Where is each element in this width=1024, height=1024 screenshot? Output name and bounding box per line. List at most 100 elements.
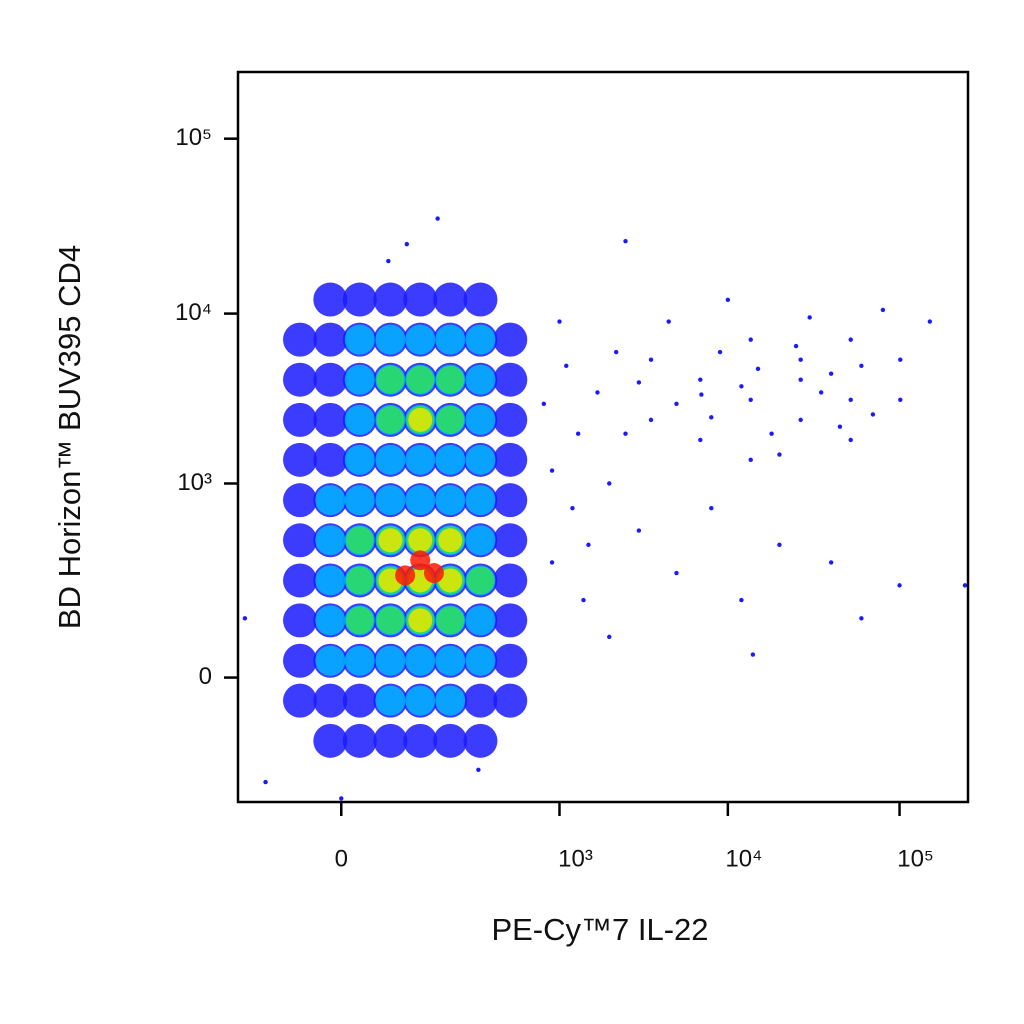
data-point: [493, 563, 528, 598]
y-tick-label: 0: [199, 663, 212, 690]
data-point: [798, 417, 803, 423]
data-point: [435, 685, 466, 716]
data-point: [623, 431, 628, 436]
data-point: [493, 523, 528, 558]
data-point: [880, 307, 886, 313]
data-point: [344, 645, 375, 676]
data-point: [435, 324, 466, 355]
data-point: [777, 542, 782, 548]
data-point: [263, 779, 268, 785]
data-point: [344, 485, 375, 516]
data-point: [406, 365, 435, 394]
data-point: [438, 528, 463, 553]
data-point: [283, 643, 318, 678]
data-point: [613, 349, 619, 355]
y-tick-label: 10⁵: [175, 124, 212, 151]
data-point: [709, 415, 714, 420]
data-point: [493, 683, 528, 718]
data-point: [313, 723, 348, 758]
data-point: [345, 606, 374, 635]
data-point: [607, 481, 612, 486]
data-point: [493, 402, 528, 437]
data-point: [283, 683, 318, 718]
data-point: [648, 417, 654, 423]
x-tick-label: 0: [335, 845, 348, 872]
data-point: [465, 404, 496, 435]
data-point: [739, 384, 744, 389]
data-point: [549, 560, 555, 565]
data-point: [870, 412, 876, 417]
data-point: [575, 431, 581, 436]
data-point: [404, 241, 410, 247]
data-point: [898, 357, 903, 362]
data-point: [709, 505, 714, 511]
data-point: [345, 526, 374, 555]
data-point: [345, 566, 374, 595]
data-point: [342, 683, 377, 718]
data-point: [927, 319, 933, 324]
data-point: [315, 605, 346, 636]
data-point: [408, 407, 433, 432]
data-point: [748, 457, 753, 463]
data-point: [436, 405, 465, 434]
data-point: [373, 723, 408, 758]
data-point: [405, 685, 436, 716]
plot-area: [242, 216, 968, 801]
data-point: [315, 645, 346, 676]
data-point: [463, 282, 498, 317]
data-point: [375, 485, 406, 516]
data-point: [623, 238, 628, 244]
data-point: [435, 485, 466, 516]
data-point: [607, 634, 612, 640]
data-point: [438, 568, 463, 593]
data-point: [493, 483, 528, 518]
data-point: [408, 528, 433, 553]
data-point: [793, 343, 799, 349]
data-point: [283, 322, 318, 357]
data-point: [283, 402, 318, 437]
data-point: [828, 371, 834, 376]
data-point: [283, 603, 318, 638]
data-point: [465, 444, 496, 475]
data-point: [376, 405, 405, 434]
data-point: [674, 570, 679, 576]
data-point: [717, 349, 723, 355]
data-point: [848, 337, 853, 342]
data-point: [465, 605, 496, 636]
plot-frame: [236, 70, 970, 804]
data-point: [465, 485, 496, 516]
data-point: [410, 550, 431, 571]
data-point: [698, 437, 703, 443]
data-point: [798, 377, 803, 382]
data-point: [493, 362, 528, 397]
data-point: [807, 315, 812, 320]
data-point: [493, 322, 528, 357]
data-point: [564, 363, 569, 368]
data-point: [435, 645, 466, 676]
data-point: [748, 397, 753, 402]
data-point: [748, 337, 753, 342]
data-point: [493, 442, 528, 477]
data-point: [465, 525, 496, 556]
data-point: [283, 442, 318, 477]
data-point: [376, 365, 405, 394]
data-point: [636, 528, 642, 533]
data-point: [375, 324, 406, 355]
data-point: [242, 616, 248, 621]
data-point: [315, 525, 346, 556]
data-point: [837, 424, 843, 429]
data-point: [313, 362, 348, 397]
data-point: [313, 282, 348, 317]
data-point: [378, 528, 403, 553]
data-point: [463, 723, 498, 758]
data-point: [386, 258, 391, 264]
x-tick-label: 10⁵: [897, 845, 934, 872]
data-point: [435, 444, 466, 475]
data-point: [586, 542, 591, 548]
data-point: [395, 565, 416, 586]
data-point: [313, 322, 348, 357]
y-axis-title: BD Horizon™ BUV395 CD4: [52, 245, 87, 629]
data-point: [405, 324, 436, 355]
data-point: [375, 645, 406, 676]
